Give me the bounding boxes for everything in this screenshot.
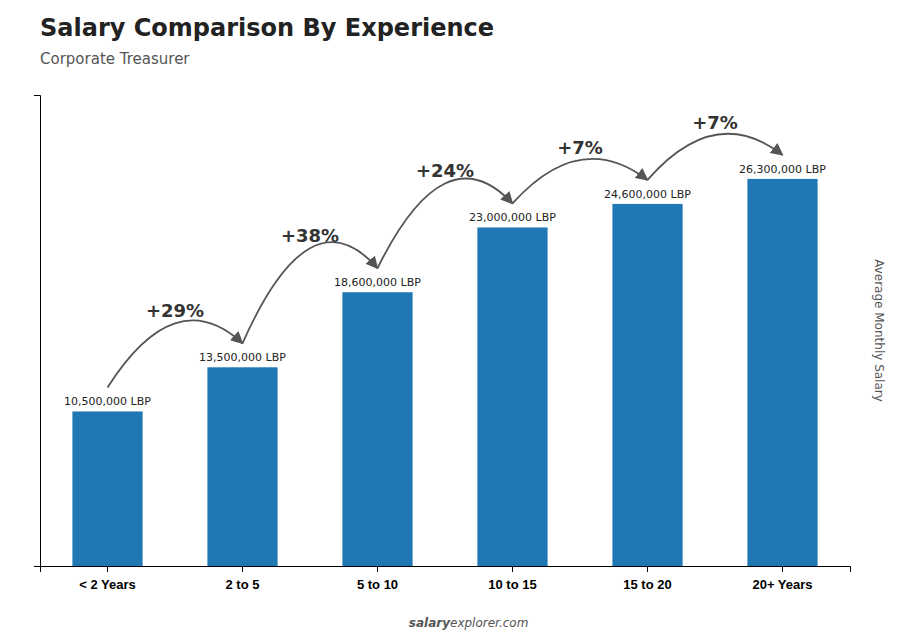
- value-label: 24,600,000 LBP: [604, 188, 691, 201]
- subtitle: Corporate Treasurer: [40, 50, 190, 68]
- plot: < 2 Years 2 to 5 5 to 10 10 to 15 15 to 20 20…: [34, 96, 851, 593]
- x-tick: 15 to 20: [623, 566, 671, 592]
- bar: [207, 367, 277, 566]
- bar: [477, 227, 547, 566]
- x-tick: 20+ Years: [752, 566, 812, 592]
- change-label: +7%: [557, 137, 603, 158]
- x-tick: < 2 Years: [79, 566, 136, 592]
- x-axis-line: [41, 567, 851, 573]
- x-tick-label: 10 to 15: [488, 577, 536, 592]
- x-tick-mark: [107, 566, 108, 572]
- x-tick-mark: [782, 566, 783, 572]
- y-axis-line: [34, 96, 41, 567]
- x-axis: < 2 Years 2 to 5 5 to 10 10 to 15 15 to 20 20…: [41, 566, 851, 592]
- value-label: 23,000,000 LBP: [469, 211, 556, 224]
- bars: [72, 179, 817, 566]
- x-tick-label: 15 to 20: [623, 577, 671, 592]
- bar: [612, 204, 682, 566]
- y-axis-title: Average Monthly Salary: [872, 259, 886, 402]
- x-tick-label: < 2 Years: [79, 577, 136, 592]
- bar: [342, 292, 412, 566]
- change-label: +29%: [146, 300, 204, 321]
- x-tick-mark: [647, 566, 648, 572]
- value-label: 13,500,000 LBP: [199, 351, 286, 364]
- footer: explorer.com: [450, 616, 528, 630]
- x-tick-label: 20+ Years: [752, 577, 812, 592]
- x-tick: 10 to 15: [488, 566, 536, 592]
- y-axis: [34, 96, 41, 567]
- change-label: +24%: [416, 160, 474, 181]
- x-tick: 2 to 5: [226, 566, 260, 592]
- value-label: 18,600,000 LBP: [334, 276, 421, 289]
- x-tick-mark: [512, 566, 513, 572]
- x-tick-label: 5 to 10: [357, 577, 398, 592]
- footer: salary: [409, 616, 451, 630]
- title: Salary Comparison By Experience: [40, 14, 494, 42]
- x-tick-mark: [377, 566, 378, 572]
- x-tick: 5 to 10: [357, 566, 398, 592]
- change-arrow: [243, 242, 378, 343]
- x-tick-mark: [242, 566, 243, 572]
- x-tick-label: 2 to 5: [226, 577, 260, 592]
- value-label: 26,300,000 LBP: [739, 163, 826, 176]
- bar: [72, 411, 142, 566]
- bar: [747, 179, 817, 566]
- value-label: 10,500,000 LBP: [64, 395, 151, 408]
- chart: Salary Comparison By Experience Corporate…: [0, 0, 900, 641]
- labels: +29% +38% +24% +7% +7% 10,500,000 LBP 13,500,0…: [64, 112, 826, 409]
- change-label: +38%: [281, 225, 339, 246]
- change-label: +7%: [692, 112, 738, 133]
- change-arrows: [108, 134, 783, 388]
